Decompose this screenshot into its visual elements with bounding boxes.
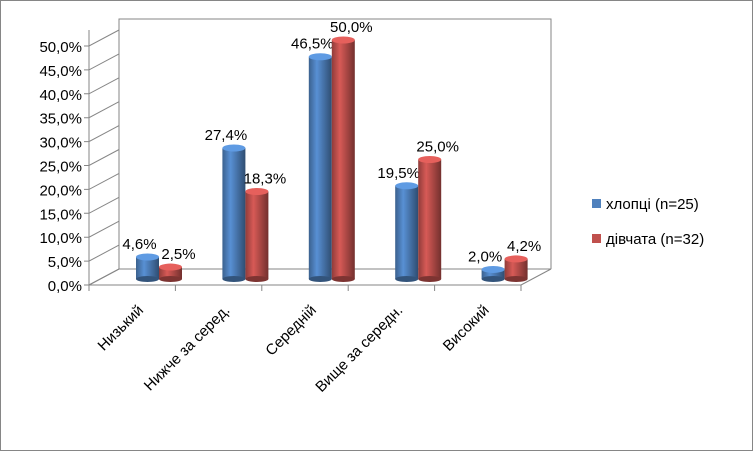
bar-top bbox=[136, 253, 159, 261]
bar-bottom bbox=[395, 276, 419, 282]
data-label: 4,6% bbox=[122, 236, 156, 253]
y-gridline bbox=[84, 244, 120, 262]
bar-body bbox=[159, 267, 182, 279]
bar-girls bbox=[418, 156, 442, 282]
y-tick-label: 20,0% bbox=[39, 182, 82, 199]
x-category-label: Низький bbox=[95, 302, 147, 354]
bar-girls bbox=[159, 263, 182, 282]
x-category-label: Високий bbox=[440, 302, 493, 355]
bar-bottom bbox=[308, 276, 332, 282]
y-tick-label: 0,0% bbox=[48, 278, 82, 295]
legend-label: дівчата (n=32) bbox=[606, 231, 704, 248]
bar-girls bbox=[245, 188, 269, 282]
y-tick-label: 40,0% bbox=[39, 87, 82, 104]
data-label: 50,0% bbox=[330, 19, 373, 36]
bar-top bbox=[331, 36, 355, 44]
bar-boys bbox=[395, 182, 419, 282]
data-label: 18,3% bbox=[244, 171, 287, 188]
bar-bottom bbox=[136, 276, 159, 282]
bar-top bbox=[395, 182, 419, 190]
bar-body bbox=[395, 185, 419, 279]
bar-body bbox=[222, 148, 246, 279]
data-label: 46,5% bbox=[291, 36, 334, 53]
x-category-label: Вище за середн. bbox=[312, 302, 406, 396]
data-label: 25,0% bbox=[416, 139, 459, 156]
bar-boys bbox=[136, 253, 159, 282]
bar-body bbox=[331, 40, 355, 279]
y-tick-label: 5,0% bbox=[48, 254, 82, 271]
y-gridline bbox=[84, 196, 120, 214]
legend-swatch bbox=[592, 234, 601, 243]
y-gridline bbox=[84, 77, 120, 95]
y-gridline bbox=[84, 172, 120, 190]
bar-body bbox=[245, 191, 269, 279]
bar-body bbox=[504, 258, 528, 279]
bar-bottom bbox=[331, 276, 355, 282]
y-tick-label: 15,0% bbox=[39, 206, 82, 223]
y-gridline bbox=[84, 125, 120, 143]
y-tick-label: 10,0% bbox=[39, 230, 82, 247]
y-tick-label: 25,0% bbox=[39, 159, 82, 176]
bar-bottom bbox=[159, 276, 182, 282]
bar-top bbox=[222, 144, 246, 152]
bar-top bbox=[245, 188, 269, 196]
data-label: 2,5% bbox=[161, 246, 195, 263]
y-tick-label: 45,0% bbox=[39, 63, 82, 80]
bar-girls bbox=[504, 255, 528, 282]
bar-body bbox=[418, 159, 442, 279]
data-label: 19,5% bbox=[377, 165, 420, 182]
bar-girls bbox=[331, 36, 355, 282]
back-wall bbox=[118, 18, 552, 269]
bar-body bbox=[136, 257, 159, 279]
y-gridline bbox=[84, 101, 120, 119]
y-gridline bbox=[84, 29, 120, 47]
data-label: 4,2% bbox=[507, 238, 541, 255]
y-gridline bbox=[84, 53, 120, 71]
y-tick-label: 50,0% bbox=[39, 39, 82, 56]
data-label: 27,4% bbox=[205, 127, 248, 144]
bar-top bbox=[481, 265, 505, 273]
bar-body bbox=[481, 269, 505, 279]
y-tick-label: 30,0% bbox=[39, 135, 82, 152]
bar-top bbox=[418, 156, 442, 163]
bar-top bbox=[504, 255, 528, 263]
bar-body bbox=[308, 56, 332, 280]
bar-bottom bbox=[222, 276, 246, 282]
x-category-label: Нижче за серед. bbox=[141, 302, 234, 395]
data-label: 2,0% bbox=[468, 248, 502, 265]
legend-label: хлопці (n=25) bbox=[606, 196, 699, 213]
y-gridline bbox=[84, 149, 120, 166]
bar-top bbox=[308, 53, 332, 61]
bar-bottom bbox=[245, 276, 269, 282]
x-category-label: Середній bbox=[262, 302, 319, 359]
bar-top bbox=[159, 263, 182, 271]
bar-boys bbox=[308, 53, 332, 282]
bar-boys bbox=[222, 144, 246, 282]
legend-swatch bbox=[592, 199, 601, 208]
bar-boys bbox=[481, 265, 505, 282]
bar-bottom bbox=[481, 276, 505, 282]
y-tick-label: 35,0% bbox=[39, 111, 82, 128]
bar-bottom bbox=[418, 276, 442, 282]
y-gridline bbox=[84, 220, 120, 238]
bar-bottom bbox=[504, 276, 528, 282]
